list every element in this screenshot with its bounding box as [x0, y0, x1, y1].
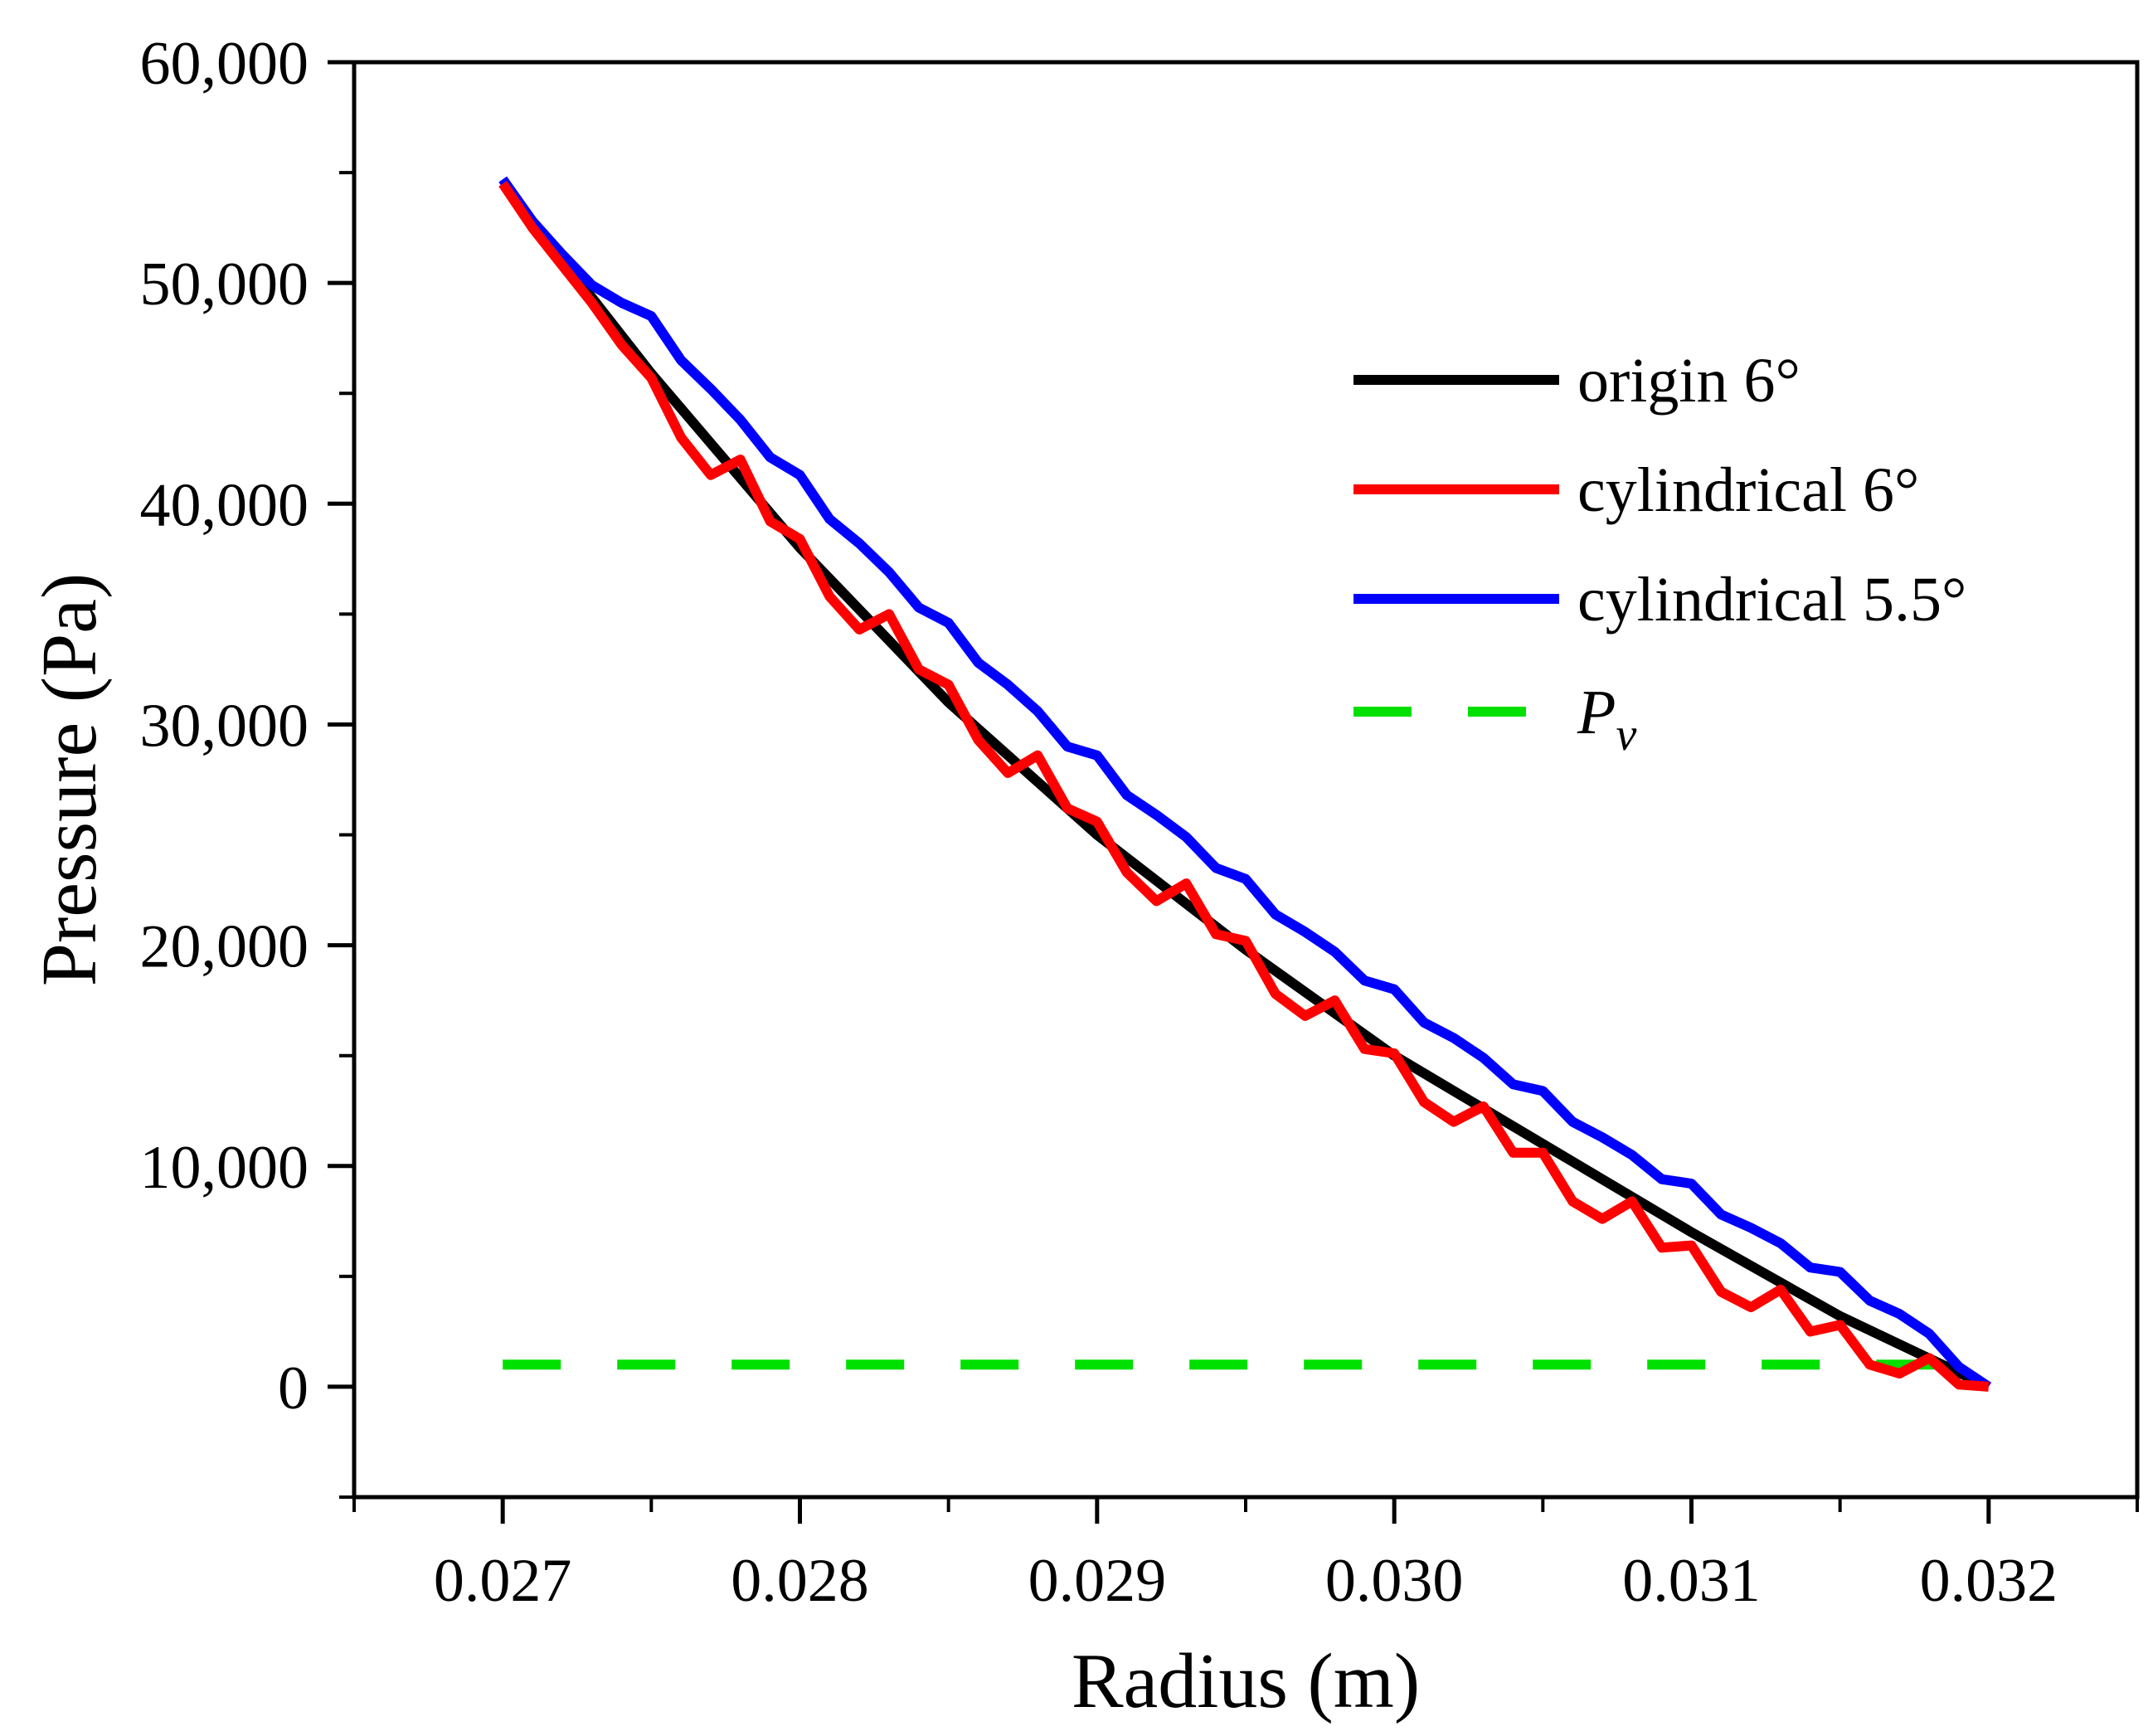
y-tick-label: 60,000: [140, 30, 309, 98]
legend-label-main: P: [1577, 678, 1616, 747]
x-tick-label: 0.032: [1920, 1547, 2058, 1615]
legend-label: origin 6°: [1577, 346, 1801, 416]
y-tick-label: 40,000: [140, 471, 309, 539]
legend-label: Pv: [1577, 678, 1636, 761]
legend-label: cylindrical 6°: [1577, 455, 1919, 525]
series-line-cylindrical-5.5: [498, 176, 1992, 1391]
x-axis-title: Radius (m): [1072, 1638, 1420, 1724]
x-tick-label: 0.028: [731, 1547, 869, 1615]
y-axis-title: Pressure (Pa): [27, 573, 113, 987]
y-tick-label: 20,000: [140, 913, 309, 981]
y-axis-ticks: 0 10,000 20,000 30,000 40,000 50,000 60,000: [140, 30, 354, 1499]
x-tick-label: 0.029: [1028, 1547, 1167, 1615]
legend-label: cylindrical 5.5°: [1577, 565, 1966, 635]
y-tick-label: 0: [278, 1354, 309, 1422]
series-line-cylindrical-6: [498, 181, 1990, 1392]
y-tick-label: 50,000: [140, 250, 309, 319]
legend-label-subscript: v: [1616, 709, 1636, 761]
plot-area-frame: [352, 60, 2140, 1500]
x-tick-label: 0.027: [434, 1547, 572, 1615]
series-layer: [498, 176, 1992, 1392]
x-tick-label: 0.031: [1622, 1547, 1761, 1615]
y-tick-label: 10,000: [140, 1134, 309, 1202]
x-tick-label: 0.030: [1325, 1547, 1464, 1615]
legend: origin 6° cylindrical 6° cylindrical 5.5° P…: [1353, 346, 1966, 761]
x-axis-ticks: 0.027 0.028 0.029 0.030 0.031 0.032: [352, 1497, 2139, 1615]
y-tick-label: 30,000: [140, 692, 309, 760]
